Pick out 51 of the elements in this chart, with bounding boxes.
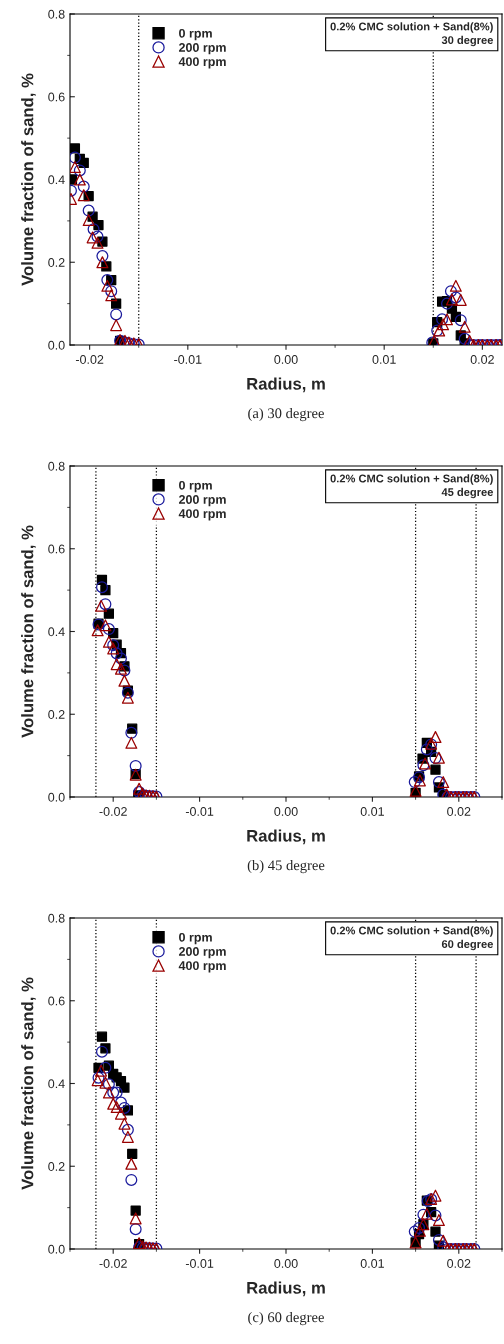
x-tick-label: 0.00 (274, 355, 298, 364)
legend-label: 400 rpm (178, 509, 226, 521)
y-tick-label: 0.0 (48, 792, 65, 802)
x-tick-label: 0.00 (274, 807, 298, 816)
y-tick-label: 0.2 (48, 710, 65, 719)
annotation: 0.2% CMC solution + Sand(8%) 60 degree (330, 926, 493, 951)
x-tick-label: 0.02 (447, 1259, 471, 1268)
x-tick-label: -0.01 (185, 807, 214, 816)
y-tick-label: 0.6 (48, 92, 65, 102)
legend-label: 0 rpm (179, 932, 212, 945)
legend-label: 400 rpm (178, 961, 226, 973)
y-tick-label: 0.8 (48, 9, 65, 19)
x-tick-label: -0.01 (174, 355, 202, 364)
y-tick-label: 0.0 (48, 1244, 65, 1254)
y-axis-title: Volume fraction of sand, % (21, 73, 36, 286)
y-tick-label: 0.6 (48, 996, 65, 1006)
x-tick-label: -0.02 (75, 355, 104, 364)
y-tick-label: 0.4 (48, 627, 65, 637)
x-tick-label: 0.01 (360, 807, 384, 816)
annotation: 0.2% CMC solution + Sand(8%) 30 degree (330, 22, 493, 47)
y-tick-label: 0.6 (48, 544, 65, 554)
y-tick-label: 0.2 (48, 1162, 65, 1171)
legend-label: 0 rpm (179, 28, 212, 41)
text: (a) 30 degree (248, 407, 324, 422)
text: (c) 60 degree (248, 1311, 324, 1326)
text: (b) 45 degree (247, 859, 325, 874)
x-tick-label: 0.02 (470, 355, 494, 364)
y-tick-label: 0.2 (48, 258, 65, 267)
x-tick-label: -0.01 (185, 1259, 214, 1268)
x-tick-label: -0.02 (99, 1259, 127, 1268)
y-tick-label: 0.4 (48, 175, 65, 185)
y-tick-label: 0.0 (48, 340, 65, 350)
y-tick-label: 0.4 (48, 1079, 65, 1089)
x-axis-title: Radius, m (247, 829, 325, 845)
y-axis-title: Volume fraction of sand, % (21, 977, 36, 1190)
x-tick-label: 0.01 (360, 1259, 384, 1268)
x-tick-label: 0.02 (447, 807, 471, 816)
legend-label: 200 rpm (178, 947, 226, 959)
x-tick-label: -0.02 (99, 807, 127, 816)
legend-label: 200 rpm (178, 495, 226, 507)
legend-label: 200 rpm (178, 43, 226, 55)
x-axis-title: Radius, m (247, 377, 325, 393)
y-tick-label: 0.8 (48, 913, 65, 923)
legend-label: 0 rpm (179, 480, 212, 493)
y-tick-label: 0.8 (48, 461, 65, 471)
x-tick-label: 0.00 (274, 1259, 298, 1268)
legend-label: 400 rpm (178, 57, 226, 69)
x-axis-title: Radius, m (247, 1281, 325, 1297)
annotation: 0.2% CMC solution + Sand(8%) 45 degree (330, 474, 493, 499)
x-tick-label: 0.01 (372, 355, 396, 364)
y-axis-title: Volume fraction of sand, % (21, 525, 36, 738)
